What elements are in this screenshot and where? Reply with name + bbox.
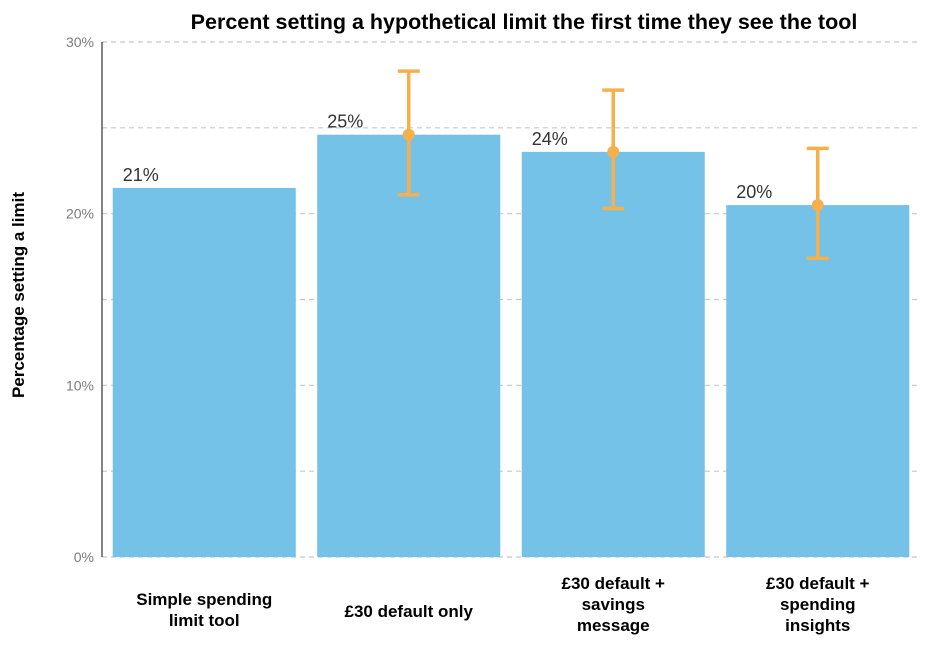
x-tick-label-line: £30 default + [562,574,666,593]
x-tick-label-line: Simple spending [136,590,272,609]
y-axis-label: Percentage setting a limit [9,192,28,398]
error-bar-point [607,145,620,158]
x-tick-label-line: insights [785,616,850,635]
bars [112,134,910,558]
error-bar-point [811,199,824,212]
y-tick-label: 20% [66,206,94,222]
x-tick-label: Simple spending limit tool [136,590,272,630]
y-axis-ticks: 0% 10% 20% 30% [66,34,94,565]
data-label: 24% [532,129,568,149]
x-tick-label-line: £30 default only [345,602,474,621]
data-label: 21% [123,165,159,185]
y-tick-label: 0% [74,549,94,565]
y-tick-label: 30% [66,34,94,50]
bar [112,187,296,557]
chart-title: Percent setting a hypothetical limit the… [191,10,858,34]
x-tick-label-line: limit tool [169,611,240,630]
bar [726,205,910,558]
data-label: 25% [327,112,363,132]
x-tick-label-line: message [577,616,650,635]
error-bars [397,69,829,261]
x-tick-label: £30 default + savings message [562,574,666,635]
x-tick-label-line: savings [582,595,645,614]
data-labels: 21% 25% 24% 20% [123,112,773,202]
x-tick-label: £30 default only [345,602,474,621]
x-tick-label: £30 default + spending insights [766,574,870,635]
bar [521,151,705,557]
data-label: 20% [736,182,772,202]
x-tick-label-line: spending [780,595,856,614]
x-tick-label-line: £30 default + [766,574,870,593]
x-axis-ticks: Simple spending limit tool £30 default onl… [136,574,869,635]
y-tick-label: 10% [66,377,94,393]
bar [317,134,501,557]
error-bar-point [402,128,415,141]
